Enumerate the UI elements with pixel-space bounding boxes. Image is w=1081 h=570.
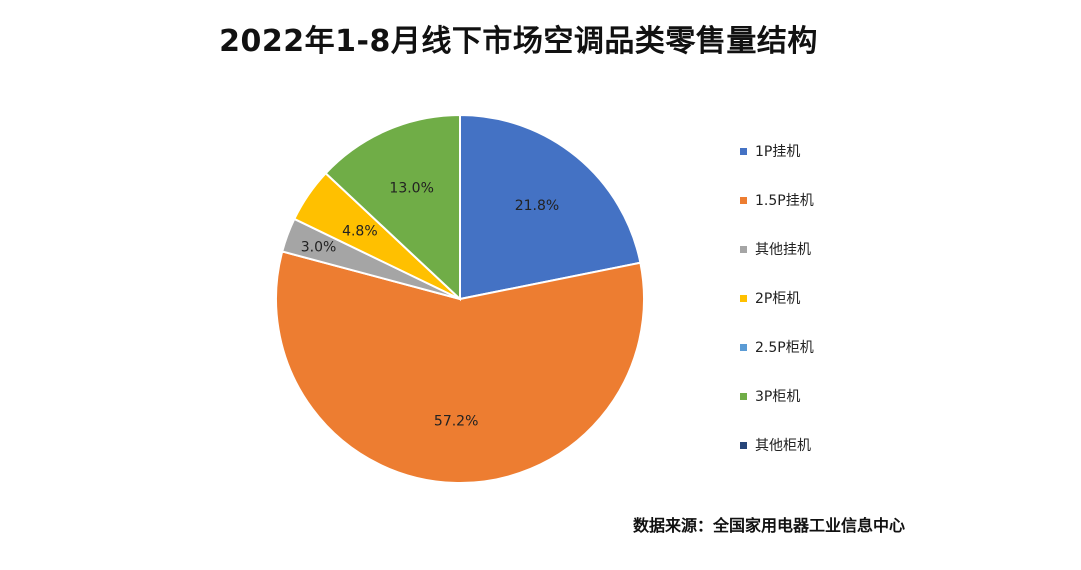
chart-legend: 1P挂机 1.5P挂机 其他挂机 2P柜机 2.5P柜机 3P柜机其他柜机 <box>740 141 814 484</box>
pie-slices <box>275 113 645 485</box>
legend-item-5: 3P柜机 <box>740 386 814 406</box>
legend-item-2: 其他挂机 <box>740 239 814 259</box>
legend-swatch-4 <box>740 343 747 351</box>
legend-item-6: 其他柜机 <box>740 435 814 455</box>
legend-label-0: 1P挂机 <box>755 144 801 160</box>
pie-slice-5 <box>324 113 461 302</box>
legend-label-6: 其他柜机 <box>755 438 811 454</box>
legend-item-3: 2P柜机 <box>740 288 814 308</box>
legend-item-4: 2.5P柜机 <box>740 337 814 357</box>
legend-label-2: 其他挂机 <box>755 242 811 258</box>
legend-swatch-3 <box>740 294 747 302</box>
legend-item-1: 1.5P挂机 <box>740 190 814 210</box>
legend-label-5: 3P柜机 <box>755 389 801 405</box>
chart-title-text: 2022年1-8月线下市场空调品类零售量结构 <box>219 24 818 59</box>
data-label-5: 13.0% <box>389 181 433 197</box>
legend-label-1: 1.5P挂机 <box>755 193 814 209</box>
pie-slice-1 <box>275 250 645 485</box>
data-label-2: 3.0% <box>301 239 337 255</box>
data-label-0: 21.8% <box>515 198 559 214</box>
pie-data-labels: 21.8% 57.2% 3.0% 4.8% 13.0% <box>301 181 559 430</box>
data-source-note: 数据来源：全国家用电器工业信息中心 <box>633 516 906 535</box>
data-label-3: 4.8% <box>342 223 378 239</box>
legend-label-3: 2P柜机 <box>755 291 801 307</box>
legend-swatch-6 <box>740 441 747 449</box>
chart-title: 2022年1-8月线下市场空调品类零售量结构 <box>0 16 1081 60</box>
legend-swatch-0 <box>740 147 747 155</box>
legend-swatch-5 <box>740 392 747 400</box>
legend-swatch-1 <box>740 196 747 204</box>
legend-swatch-2 <box>740 245 747 253</box>
legend-item-0: 1P挂机 <box>740 141 814 161</box>
data-label-1: 57.2% <box>434 413 478 429</box>
pie-slice-0 <box>459 113 642 301</box>
legend-label-4: 2.5P柜机 <box>755 340 814 356</box>
